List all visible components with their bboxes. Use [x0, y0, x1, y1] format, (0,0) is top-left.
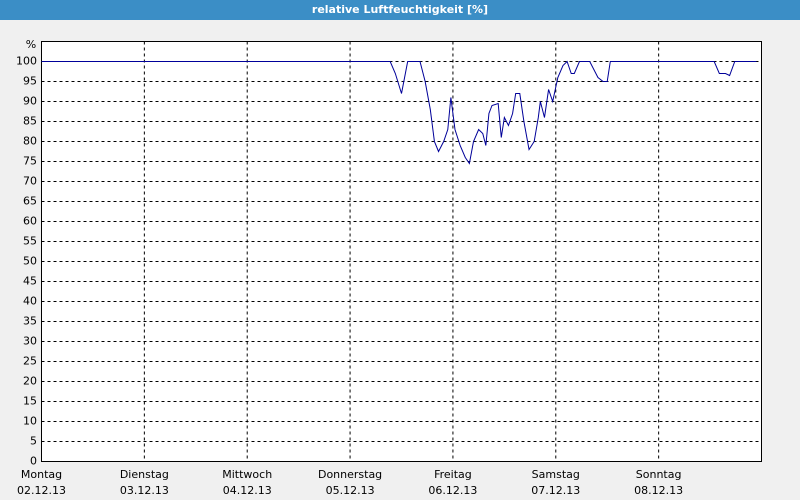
y-tick-label: 50: [23, 255, 37, 268]
y-tick-label: 20: [23, 375, 37, 388]
y-tick-label: 90: [23, 95, 37, 108]
x-tick-label: Montag: [21, 468, 62, 481]
x-tick-label: Samstag: [532, 468, 580, 481]
y-tick-label: 30: [23, 335, 37, 348]
y-tick-label: 100: [16, 55, 37, 68]
y-tick-label: 15: [23, 395, 37, 408]
x-tick-label: Dienstag: [120, 468, 169, 481]
x-tick-label: Donnerstag: [318, 468, 382, 481]
title-bar: [0, 0, 800, 20]
data-line: [41, 60, 757, 165]
y-tick-label: 0: [30, 455, 37, 468]
y-tick-label: 60: [23, 215, 37, 228]
y-tick-label: 85: [23, 115, 37, 128]
y-tick-label: 70: [23, 175, 37, 188]
y-tick-label: 35: [23, 315, 37, 328]
x-tick-date: 03.12.13: [120, 484, 169, 497]
y-tick-label: 5: [30, 435, 37, 448]
x-tick-label: Freitag: [434, 468, 472, 481]
y-tick-label: 10: [23, 415, 37, 428]
x-tick-date: 02.12.13: [17, 484, 66, 497]
x-tick-label: Sonntag: [636, 468, 682, 481]
x-tick-date: 05.12.13: [326, 484, 375, 497]
x-tick-label: Mittwoch: [222, 468, 272, 481]
y-axis-label: %: [26, 38, 36, 51]
y-tick-label: 95: [23, 75, 37, 88]
chart-title: relative Luftfeuchtigkeit [%]: [312, 3, 488, 16]
y-tick-label: 25: [23, 355, 37, 368]
y-tick-label: 40: [23, 295, 37, 308]
plot-area: [41, 41, 762, 462]
x-tick-date: 06.12.13: [428, 484, 477, 497]
y-tick-label: 55: [23, 235, 37, 248]
x-tick-date: 07.12.13: [531, 484, 580, 497]
y-tick-label: 80: [23, 135, 37, 148]
x-tick-date: 08.12.13: [634, 484, 683, 497]
y-tick-label: 45: [23, 275, 37, 288]
x-tick-date: 04.12.13: [223, 484, 272, 497]
y-tick-label: 75: [23, 155, 37, 168]
y-tick-label: 65: [23, 195, 37, 208]
